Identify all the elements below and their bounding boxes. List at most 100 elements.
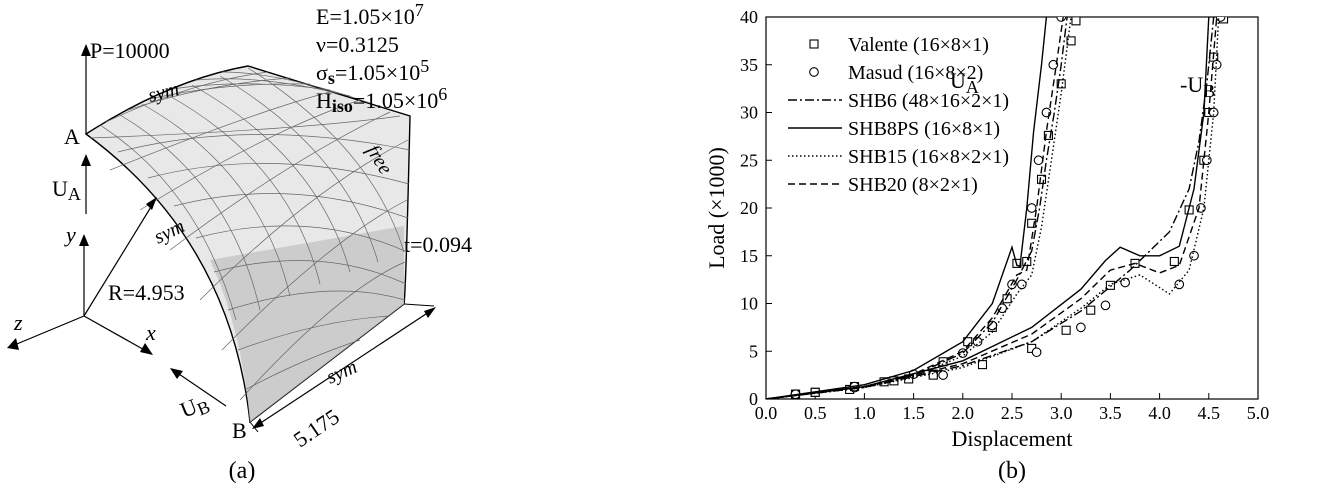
length-arrow-2 [424, 307, 436, 318]
thickness-label: t=0.094 [404, 232, 472, 257]
data-point-square [1027, 218, 1037, 228]
panel-b: 0.0 0.5 1.0 1.5 2.0 2.5 3.0 3.5 4.0 4.5 5.0 0 5 10 15 2… [704, 7, 1269, 484]
x-axis-title: Displacement [952, 426, 1073, 451]
y-axis-title: Load (×1000) [704, 147, 729, 269]
x-tick-label: 5.0 [1247, 403, 1270, 423]
material-E: E=1.05×107 [316, 0, 424, 29]
material-nu: ν=0.3125 [316, 32, 399, 57]
shell-shadow [210, 226, 404, 422]
data-point-square [1043, 130, 1053, 140]
x-axis-arrowhead [140, 343, 153, 355]
legend-label: SHB8PS (16×8×1) [848, 118, 1000, 140]
y-tick-label: 0 [749, 389, 758, 409]
y-tick-label: 25 [740, 150, 758, 170]
curve-label-ub: -UB [1180, 72, 1215, 101]
data-point-square [1061, 325, 1071, 335]
data-point-circle [1174, 279, 1185, 290]
series-line-4-ua [766, 17, 1072, 399]
x-tick-label: 0.5 [804, 403, 827, 423]
legend-label: Valente (16×8×1) [848, 34, 989, 56]
y-tick-label: 35 [740, 55, 758, 75]
material-sigma: σs=1.05×105 [316, 56, 429, 88]
y-tick-label: 40 [740, 7, 758, 27]
panel-a: P=10000 A UA y x z R=4.953 sym sym sym f… [7, 0, 472, 484]
length-dim-line [255, 309, 433, 427]
data-point-circle [1026, 203, 1037, 213]
legend-label: SHB20 (8×2×1) [848, 174, 978, 196]
data-point-square [1169, 256, 1179, 267]
data-point-square [1086, 305, 1096, 315]
data-point-circle [1056, 17, 1067, 22]
legend-label: SHB6 (48×16×2×1) [848, 90, 1009, 112]
x-tick-label: 2.5 [1001, 403, 1024, 423]
series-line-5-ub [766, 17, 1218, 399]
y-axis-label: y [64, 222, 76, 247]
load-arrowhead [81, 44, 91, 56]
legend-marker [809, 67, 819, 77]
data-point-square [1105, 280, 1115, 290]
data-point-square [1056, 79, 1066, 89]
data-point-circle [1076, 322, 1086, 333]
legend-marker [809, 39, 819, 49]
y-tick-label: 15 [740, 246, 758, 266]
data-point-circle [1033, 155, 1044, 166]
legend-label: Masud (16×8×2) [848, 62, 983, 84]
load-label: P=10000 [90, 38, 170, 63]
ub-arrow [175, 371, 227, 407]
x-tick-label: 3.5 [1099, 403, 1122, 423]
y-tick-label: 5 [749, 341, 758, 361]
curve-label-ua: UA [950, 68, 979, 97]
x-axis-label: x [145, 320, 156, 345]
data-point-circle [1016, 279, 1027, 290]
x-tick-label: 3.0 [1050, 403, 1073, 423]
data-point-circle [1048, 59, 1059, 70]
length-ext-2 [403, 303, 435, 307]
data-point-circle [1100, 300, 1111, 311]
y-axis-arrowhead [79, 234, 89, 246]
ua-label: UA [52, 176, 81, 204]
series-line-4-ub [766, 17, 1220, 399]
radius-arrowhead [146, 197, 157, 210]
caption-a: (a) [229, 458, 256, 484]
ub-label: UB [177, 389, 213, 425]
data-point-square [1071, 17, 1081, 26]
data-point-circle [1189, 250, 1199, 261]
x-tick-label: 1.5 [902, 403, 925, 423]
data-point-circle [1031, 347, 1042, 358]
x-tick-label: 4.5 [1198, 403, 1221, 423]
ua-arrowhead [81, 154, 91, 166]
legend-label: SHB15 (16×8×2×1) [848, 146, 1009, 168]
series-line-3-ub [766, 17, 1210, 399]
data-point-square [1066, 36, 1076, 46]
data-point-square [1022, 256, 1032, 267]
series-line-3-ua [766, 17, 1048, 399]
y-tick-label: 10 [740, 294, 758, 314]
z-axis-arrowhead [7, 338, 19, 350]
y-tick-label: 30 [740, 103, 758, 123]
y-tick-label: 20 [740, 198, 758, 218]
length-arrow-1 [252, 418, 264, 429]
point-a-label: A [64, 124, 80, 149]
plot-area [766, 17, 1229, 399]
x-tick-label: 4.0 [1148, 403, 1171, 423]
z-axis-label: z [13, 310, 23, 335]
ub-arrowhead [170, 368, 183, 379]
x-tick-label: 1.0 [853, 403, 876, 423]
legend: Valente (16×8×1) Masud (16×8×2) SHB6 (48×1… [788, 34, 1009, 196]
length-ext-1 [249, 421, 259, 433]
caption-b: (b) [998, 458, 1026, 484]
data-point-square [1036, 174, 1047, 184]
series-line-2-ub [766, 17, 1215, 399]
data-point-circle [1120, 277, 1131, 288]
x-tick-label: 2.0 [952, 403, 975, 423]
series-line-2-ua [766, 17, 1068, 399]
material-H: Hiso=1.05×106 [316, 84, 447, 116]
shell-mesh [89, 67, 411, 401]
coordinate-axes [11, 201, 155, 353]
x-tick-label: 0.0 [755, 403, 778, 423]
data-point-circle [1215, 17, 1226, 22]
length-label: 5.175 [289, 404, 344, 452]
point-b-label: B [232, 418, 247, 443]
data-point-circle [938, 370, 948, 380]
